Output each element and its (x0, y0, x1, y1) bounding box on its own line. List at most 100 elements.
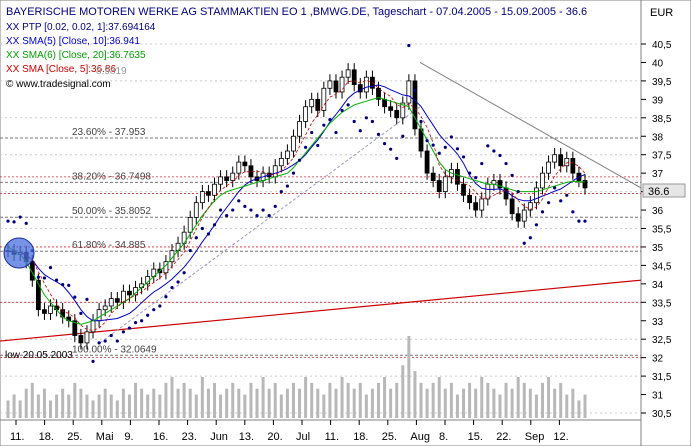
candle-body (327, 80, 333, 89)
y-tick-label: 40 (652, 58, 664, 69)
volume-bar (540, 382, 544, 418)
currency-label: EUR (650, 7, 673, 19)
ptp-dot (304, 145, 308, 149)
x-tick-label: Sep (525, 431, 545, 443)
volume-bar (79, 388, 83, 418)
volume-bar (49, 400, 53, 418)
ptp-dot (273, 204, 277, 208)
candle-body (29, 261, 35, 281)
ptp-dot (382, 142, 387, 146)
fib-label: 50.00% - 35.8052 (72, 206, 151, 217)
candle-body (108, 298, 114, 307)
sma-5-line (7, 79, 586, 331)
candle-body (376, 87, 381, 100)
candle-body (400, 102, 406, 119)
ptp-dot (504, 161, 508, 166)
ptp-dot (486, 144, 490, 148)
ptp-dot (109, 333, 113, 338)
volume-bar (206, 388, 210, 418)
candle-body (224, 176, 230, 181)
y-tick-label: 33,5 (652, 298, 672, 309)
x-tick-label: 25. (382, 431, 397, 443)
volume-bar (231, 382, 235, 418)
ptp-dot (249, 208, 253, 212)
volume-bar (547, 377, 551, 418)
volume-bar (358, 382, 362, 418)
y-tick-label: 36 (652, 206, 664, 217)
volume-bar (279, 394, 283, 418)
volume-bar (91, 400, 95, 418)
candle-body (485, 183, 491, 200)
ptp-dot (200, 226, 204, 231)
volume-bar (121, 388, 125, 418)
ptp-dot (61, 282, 65, 287)
ptp-dot (97, 341, 101, 345)
ptp-dot (152, 308, 156, 312)
ptp-dot (237, 199, 241, 203)
volume-bar (370, 388, 374, 418)
y-tick-label: 38,5 (652, 114, 672, 125)
x-tick-label: 12. (553, 431, 568, 443)
candle-body (582, 180, 588, 189)
y-tick-label: 34,5 (652, 261, 672, 272)
candle-body (558, 154, 564, 167)
candle-body (442, 176, 448, 192)
volume-bar (158, 394, 162, 418)
ptp-dot (85, 297, 89, 301)
candle-body (315, 98, 321, 111)
ptp-dot (267, 213, 271, 218)
fib-label: 61.80% - 34.885 (72, 240, 146, 251)
ptp-dot (468, 171, 472, 175)
ptp-dot (431, 143, 435, 147)
ptp-dot (36, 275, 40, 279)
ptp-dot (182, 271, 186, 275)
y-axis-panel (640, 0, 691, 446)
volume-bar (18, 400, 22, 418)
candle-body (339, 76, 345, 93)
y-tick-label: 30,5 (652, 409, 672, 420)
plot-area (0, 0, 642, 421)
ptp-dot (91, 359, 95, 363)
volume-bar (152, 388, 156, 418)
volume-bar (528, 388, 532, 418)
legend-entry-1: XX SMA(5) [Close, 10]:36.941 (6, 36, 140, 47)
x-tick-label: 23. (182, 431, 197, 443)
volume-bar (73, 382, 77, 418)
volume-bar (455, 394, 459, 418)
x-tick-label: Mai (96, 431, 114, 443)
candle-body (479, 198, 485, 211)
x-axis-ticks: 11. 18. 25. Mai 9. 16. 23. Jun 13. 20. Jul 11. 18. 25… (10, 420, 569, 443)
ptp-dot (553, 186, 557, 190)
candle-body (345, 69, 351, 78)
volume-bar (583, 394, 587, 418)
candle-body (497, 180, 503, 189)
candle-body (206, 191, 211, 196)
volume-bar (304, 377, 308, 418)
volume-bar (249, 382, 253, 418)
volume-bar (419, 382, 423, 418)
volume-bar (340, 377, 344, 418)
ptp-dot (6, 219, 10, 223)
ptp-dot (194, 236, 198, 240)
candle-body (48, 305, 53, 314)
volume-bar (376, 382, 380, 418)
candle-body (212, 183, 217, 196)
fib-label: 23.60% - 37.953 (72, 127, 146, 138)
x-tick-label: Aug (410, 431, 430, 443)
ptp-dot (79, 311, 83, 315)
ptp-dot (121, 330, 125, 334)
x-tick-label: 13. (239, 431, 254, 443)
volume-bars (6, 336, 587, 418)
current-value-tag (642, 183, 686, 198)
ptp-dot (370, 119, 375, 124)
ptp-dot (395, 156, 399, 160)
ptp-dot (158, 304, 162, 308)
ptp-dot (583, 219, 587, 223)
x-tick-label: 11. (10, 431, 24, 443)
ptp-dot (425, 139, 429, 143)
ptp-dot (24, 221, 28, 225)
legend-entry-3: XX SMA [Close, 5]:36.86 (6, 64, 116, 75)
volume-bar (85, 394, 89, 418)
volume-bar (194, 394, 198, 418)
